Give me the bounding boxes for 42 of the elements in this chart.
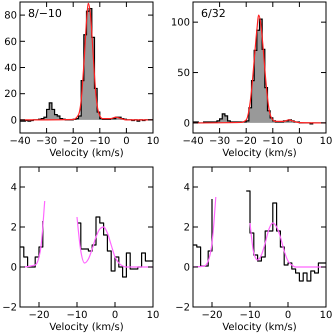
x-axis-title: Velocity (km/s) bbox=[222, 322, 297, 333]
y-tick-label: 20 bbox=[4, 89, 17, 100]
x-tick-label: −10 bbox=[89, 136, 110, 147]
x-tick-label: 10 bbox=[146, 310, 160, 321]
x-tick-label: −20 bbox=[62, 136, 84, 147]
y-tick-label: 2 bbox=[184, 222, 190, 234]
y-tick-label: 2 bbox=[10, 222, 17, 234]
y-tick-label: 60 bbox=[4, 36, 17, 48]
x-tick-label: −40 bbox=[182, 136, 204, 147]
y-tick-label: 4 bbox=[184, 182, 190, 194]
y-tick-label: 50 bbox=[177, 68, 190, 80]
x-tick-label: 0 bbox=[284, 310, 292, 321]
x-tick-label: −20 bbox=[236, 136, 257, 147]
y-tick-label: 4 bbox=[10, 182, 17, 194]
x-tick-label: −40 bbox=[9, 136, 31, 147]
y-tick-label: −2 bbox=[175, 302, 190, 314]
y-tick-label: 80 bbox=[4, 10, 17, 22]
y-tick-label: 0 bbox=[184, 118, 190, 130]
x-tick-label: −30 bbox=[209, 136, 230, 147]
x-tick-label: 10 bbox=[320, 136, 332, 147]
x-tick-label: −20 bbox=[28, 310, 50, 321]
x-tick-label: −20 bbox=[201, 310, 223, 321]
y-tick-label: 0 bbox=[10, 115, 17, 126]
text: 8/−10 bbox=[28, 7, 62, 20]
x-tick-label: 10 bbox=[320, 310, 332, 321]
x-tick-label: 10 bbox=[146, 136, 160, 147]
x-tick-label: −30 bbox=[36, 136, 58, 147]
x-axis-title: Velocity (km/s) bbox=[49, 148, 124, 159]
y-tick-label: 0 bbox=[184, 262, 190, 274]
x-tick-label: −10 bbox=[239, 310, 261, 321]
y-tick-label: 40 bbox=[4, 63, 17, 74]
x-tick-label: 0 bbox=[296, 136, 303, 147]
x-tick-label: 0 bbox=[123, 136, 130, 147]
y-tick-label: 0 bbox=[10, 262, 17, 274]
x-axis-title: Velocity (km/s) bbox=[49, 322, 124, 333]
x-axis-title: Velocity (km/s) bbox=[222, 148, 297, 159]
x-tick-label: −10 bbox=[66, 310, 88, 321]
x-tick-label: −10 bbox=[262, 136, 284, 147]
x-tick-label: 0 bbox=[112, 310, 118, 321]
y-tick-label: 100 bbox=[170, 18, 190, 29]
text: 6/32 bbox=[201, 7, 226, 20]
y-tick-label: −2 bbox=[2, 302, 17, 314]
